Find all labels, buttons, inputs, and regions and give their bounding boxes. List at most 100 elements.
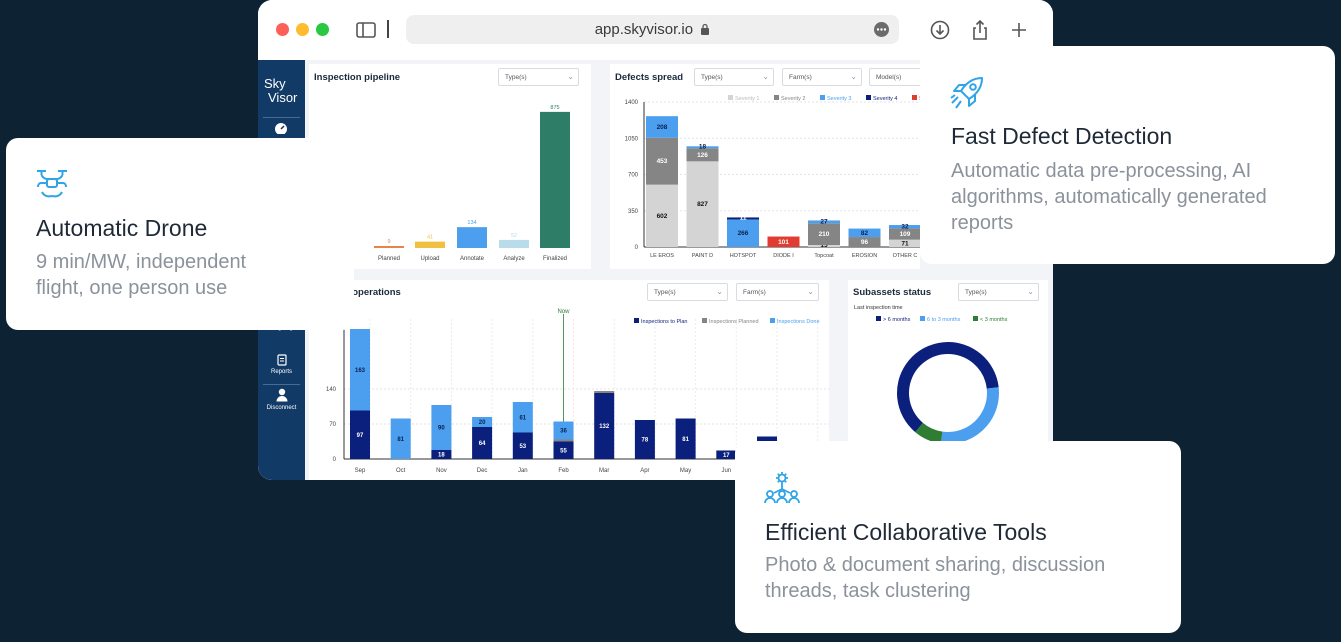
dropdown-value: Model(s)	[876, 74, 902, 81]
sidebar-item-label: Disconnect	[266, 405, 297, 411]
operation-bar-segment	[675, 418, 696, 459]
chart-subtitle: Last inspection time	[854, 305, 903, 311]
operation-bar-segment	[472, 417, 493, 427]
legend-swatch	[770, 318, 775, 323]
dropdown-value: Type(s)	[505, 74, 527, 81]
minimize-window-button[interactable]	[296, 23, 309, 36]
legend-swatch	[634, 318, 639, 323]
sidebar-item-reports[interactable]: Reports	[258, 354, 305, 375]
operation-bar-segment	[390, 418, 411, 459]
segment-value-label: 18	[699, 143, 707, 150]
sidebar-divider	[263, 117, 300, 118]
y-tick-label: 1400	[625, 100, 639, 106]
legend-swatch	[702, 318, 707, 323]
category-tick-label: HOTSPOT	[730, 253, 757, 259]
legend-label: Severity 4	[873, 96, 897, 102]
legend-label: Inspections to Plan	[641, 319, 687, 325]
y-tick-label: 0	[635, 245, 639, 251]
maximize-window-button[interactable]	[316, 23, 329, 36]
segment-value-label: 266	[738, 230, 749, 237]
close-window-button[interactable]	[276, 23, 289, 36]
segment-value-label: 453	[657, 158, 668, 165]
farm-dropdown[interactable]: Farm(s) ⌄	[782, 68, 862, 86]
dashboard-icon[interactable]	[274, 122, 288, 134]
operation-bar-segment	[350, 329, 370, 411]
segment-value-label: 20	[479, 420, 486, 426]
segment-value-label: 55	[560, 448, 567, 454]
month-tick-label: Mar	[599, 468, 609, 474]
category-tick-label: EROSION	[852, 253, 877, 259]
panel-title: Subassets status	[853, 287, 932, 298]
legend-swatch	[866, 95, 871, 100]
segment-value-label: 71	[901, 240, 909, 247]
pipeline-bar	[499, 239, 529, 248]
operation-type-dropdown[interactable]: Type(s) ⌄	[647, 283, 728, 301]
legend-swatch	[774, 95, 779, 100]
segment-value-label: 827	[697, 201, 708, 208]
category-tick-label: Topcoat	[814, 253, 834, 259]
segment-value-label: 96	[861, 239, 869, 246]
share-icon[interactable]	[968, 18, 992, 42]
operation-bar-segment	[553, 421, 574, 440]
segment-value-label: 82	[861, 230, 869, 237]
legend-label: Severity 3	[827, 96, 851, 102]
legend-label: > 6 months	[883, 317, 911, 323]
operation-farm-dropdown[interactable]: Farm(s) ⌄	[736, 283, 819, 301]
card-description: Photo & document sharing, discussion thr…	[765, 554, 1106, 602]
segment-value-label: 11	[740, 214, 747, 221]
download-icon[interactable]	[928, 18, 952, 42]
legend-swatch	[920, 316, 925, 321]
pipeline-bar	[457, 227, 487, 248]
bar-value-label: 134	[467, 220, 476, 226]
category-tick-label: Analyze	[503, 256, 525, 262]
sidebar-item-disconnect[interactable]: Disconnect	[258, 388, 305, 411]
pipeline-bar	[540, 111, 570, 248]
segment-value-label: 97	[357, 433, 364, 439]
panel-title: Inspection pipeline	[314, 72, 401, 83]
segment-value-label: 18	[438, 453, 445, 459]
y-tick-label: 1050	[625, 136, 639, 142]
sidebar-toggle-icon[interactable]	[354, 18, 378, 42]
y-tick-label: 140	[326, 387, 337, 393]
new-tab-icon[interactable]	[1007, 18, 1031, 42]
operation-bar-segment	[472, 427, 493, 459]
defect-bar-segment	[646, 116, 678, 138]
y-tick-label: 700	[628, 173, 639, 179]
dropdown-value: Type(s)	[701, 74, 723, 81]
operation-bar-segment	[634, 420, 655, 459]
segment-value-label: 17	[723, 453, 730, 459]
segment-value-label: 36	[560, 429, 567, 435]
defect-bar-segment	[808, 223, 840, 245]
defect-bar-segment	[808, 245, 840, 247]
now-marker-label: Now	[557, 309, 570, 315]
model-dropdown[interactable]: Model(s)	[869, 68, 929, 86]
y-tick-label: 350	[628, 209, 639, 215]
segment-value-label: 27	[820, 218, 828, 225]
legend-label: Severity 1	[735, 96, 759, 102]
y-tick-label: 0	[333, 457, 337, 463]
defect-bar-segment	[686, 148, 719, 162]
bar-value-label: 52	[511, 233, 517, 239]
dropdown-value: Type(s)	[654, 289, 676, 296]
legend-swatch	[728, 95, 733, 100]
month-tick-label: May	[680, 468, 691, 474]
segment-value-label: 81	[682, 437, 689, 443]
toolbar-divider	[387, 20, 389, 38]
more-options-icon[interactable]	[874, 22, 889, 37]
subassets-donut: > 6 months 6 to 3 months < 3 months	[876, 316, 1008, 444]
operation-bar-segment	[431, 405, 452, 450]
type-filter-dropdown[interactable]: Type(s) ⌄	[498, 68, 579, 86]
category-tick-label: Annotate	[460, 256, 485, 262]
chevron-down-icon: ⌄	[1027, 287, 1034, 296]
defect-bar-segment	[808, 220, 840, 224]
feature-card-defect-detection: Fast Defect Detection Automatic data pre…	[920, 46, 1335, 264]
defect-type-dropdown[interactable]: Type(s) ⌄	[694, 68, 774, 86]
segment-value-label: 78	[642, 438, 649, 444]
dropdown-value: Farm(s)	[743, 289, 766, 296]
address-bar[interactable]: app.skyvisor.io	[406, 15, 899, 44]
legend-swatch	[876, 316, 881, 321]
lock-icon	[701, 23, 710, 35]
operation-bar-segment	[594, 393, 615, 459]
operations-chart: 140 70 0 Inspections to Plan Inspections Pla…	[326, 309, 829, 474]
subasset-type-dropdown[interactable]: Type(s) ⌄	[958, 283, 1039, 301]
